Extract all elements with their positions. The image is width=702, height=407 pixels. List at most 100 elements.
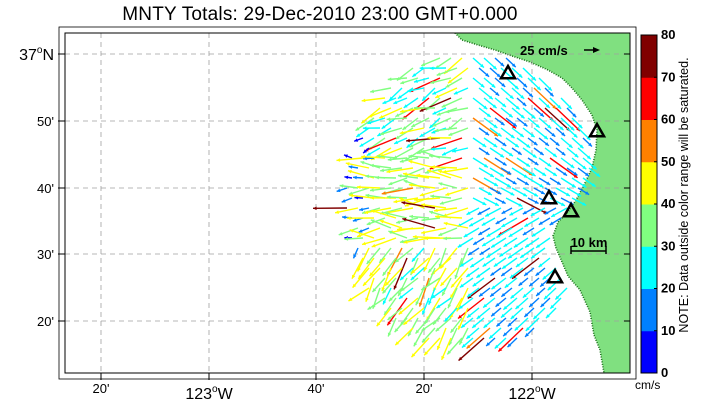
current-vector (445, 107, 469, 114)
current-vector (376, 154, 397, 159)
current-vector (438, 227, 458, 237)
current-vector (543, 287, 557, 300)
current-vector (482, 257, 496, 268)
land-area (455, 33, 630, 373)
current-vector (432, 107, 447, 115)
current-vector (356, 227, 381, 238)
current-vector (341, 197, 353, 203)
current-vector (427, 257, 441, 274)
current-vector (352, 247, 359, 259)
current-vector (424, 167, 447, 174)
current-vector (511, 187, 528, 197)
current-vector (370, 196, 397, 200)
current-vector (408, 160, 436, 169)
current-vector (465, 267, 480, 278)
lat-label-30: 30' (37, 247, 54, 262)
current-vector (544, 167, 558, 177)
current-vector (411, 247, 425, 263)
current-vector (549, 137, 560, 147)
current-vector (419, 127, 436, 138)
current-vector (387, 307, 403, 321)
current-vector (524, 327, 535, 338)
current-vector (554, 287, 568, 300)
current-vector (535, 287, 546, 297)
current-vector (500, 167, 512, 175)
current-vector (352, 267, 370, 289)
lat-label-40: 40' (37, 181, 54, 196)
current-vector (571, 117, 583, 129)
current-vector (380, 167, 403, 173)
current-vector (388, 287, 403, 302)
current-vector (421, 203, 447, 209)
current-vector (366, 147, 381, 157)
current-vector (396, 227, 425, 232)
current-vector (461, 337, 474, 349)
plot-frame (58, 26, 637, 380)
current-vector (400, 77, 419, 85)
current-vector (490, 267, 502, 277)
current-vector (566, 147, 579, 158)
current-vector (484, 207, 502, 218)
current-vector (411, 67, 425, 78)
current-vector (371, 277, 386, 293)
current-vector (371, 209, 397, 219)
current-vector (478, 67, 490, 78)
current-vector (483, 117, 498, 129)
current-vector (434, 127, 458, 133)
current-vector (368, 107, 392, 118)
current-vector (483, 77, 496, 89)
current-vector (472, 57, 485, 69)
current-vector (577, 187, 590, 196)
current-vector (420, 57, 441, 67)
current-vector (312, 206, 348, 211)
colorbar-tick-label: 40 (661, 196, 675, 211)
current-vector (365, 277, 375, 302)
current-vector (486, 247, 502, 259)
current-vector (401, 201, 436, 209)
current-vector (382, 257, 397, 277)
current-vector (378, 107, 403, 119)
current-vector (399, 107, 425, 114)
current-vector (533, 167, 547, 177)
colorbar-tick-label: 0 (661, 365, 668, 380)
radar-site-marker (545, 267, 565, 284)
map-title: MNTY Totals: 29-Dec-2010 23:00 GMT+0.000 (122, 4, 518, 25)
current-vector (394, 247, 414, 263)
current-vector (421, 217, 441, 222)
current-vector (441, 97, 463, 108)
current-vector (395, 107, 414, 118)
current-vector (507, 317, 518, 327)
current-vector (381, 267, 392, 292)
current-vector (402, 217, 436, 229)
current-vector (472, 157, 489, 168)
current-vector (489, 87, 500, 97)
current-vector (538, 117, 552, 129)
current-vector (452, 147, 469, 153)
current-vector (356, 185, 381, 189)
current-vector (378, 247, 392, 264)
current-vector (560, 117, 575, 131)
current-vector (419, 97, 452, 112)
current-vector (489, 187, 502, 195)
current-vector (398, 297, 419, 315)
current-vector (485, 337, 496, 347)
current-vector (547, 277, 562, 291)
current-vector (494, 117, 505, 126)
current-vector (396, 217, 419, 224)
current-vector (446, 337, 463, 355)
current-vector (357, 247, 370, 272)
current-vector (510, 307, 524, 320)
current-vector (434, 87, 458, 99)
current-vector (516, 117, 528, 127)
current-vector (472, 237, 485, 246)
current-vector (459, 277, 474, 289)
current-vector (478, 87, 494, 100)
current-vector (410, 337, 430, 358)
current-vector (518, 277, 529, 287)
current-vector (436, 67, 458, 76)
current-vector (388, 177, 408, 186)
current-vector (349, 229, 375, 239)
current-vector (457, 307, 469, 330)
current-vector (490, 307, 502, 317)
